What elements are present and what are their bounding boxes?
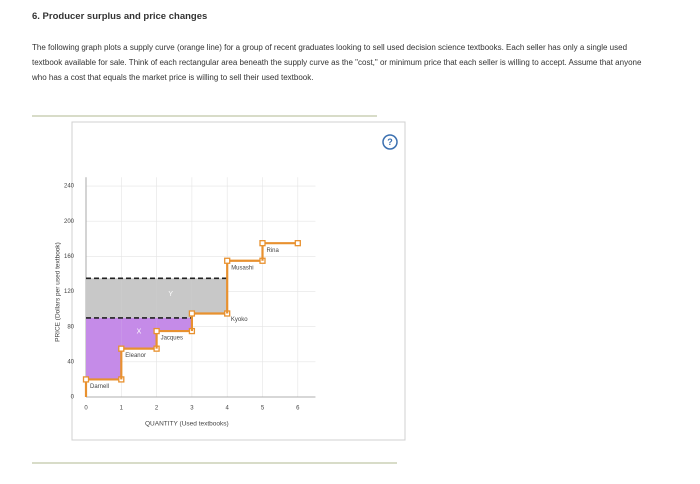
y-tick-label: 120 <box>64 289 75 295</box>
x-axis-label: QUANTITY (Used textbooks) <box>145 421 229 428</box>
help-text[interactable]: ? <box>387 137 393 147</box>
area-label: Y <box>168 291 173 298</box>
area-x <box>86 317 122 380</box>
step-point <box>294 240 301 247</box>
y-tick-label: 40 <box>67 359 74 365</box>
seller-label: Rina <box>267 248 280 254</box>
area-y <box>191 278 228 314</box>
area-x <box>121 317 157 349</box>
area-y <box>121 278 157 318</box>
y-tick-label: 0 <box>71 395 75 401</box>
x-tick-label: 1 <box>120 406 124 412</box>
x-tick-label: 5 <box>261 406 265 412</box>
area-y <box>156 278 192 318</box>
separator <box>32 115 377 117</box>
y-axis-label: PRICE (Dollars per used textbook) <box>55 242 62 342</box>
step-point <box>224 257 231 264</box>
seller-label: Kyoko <box>231 317 248 323</box>
step-point <box>118 345 125 352</box>
step-point <box>188 310 196 317</box>
area-x <box>156 317 192 332</box>
x-tick-label: 2 <box>155 406 159 412</box>
y-tick-label: 80 <box>67 324 74 330</box>
seller-label: Musashi <box>231 265 253 271</box>
chart-panel <box>71 121 406 441</box>
area-y <box>86 278 122 318</box>
seller-label: Jacques <box>161 336 183 342</box>
area-label: X <box>137 329 142 336</box>
x-tick-label: 3 <box>190 406 194 412</box>
help-button[interactable] <box>382 134 398 150</box>
x-tick-label: 0 <box>84 406 88 412</box>
separator <box>32 462 397 464</box>
step-point <box>153 327 160 335</box>
x-tick-label: 4 <box>226 406 230 412</box>
x-tick-label: 6 <box>296 406 300 412</box>
instructions: The following graph plots a supply curve… <box>32 43 642 82</box>
y-tick-label: 160 <box>64 254 75 260</box>
title: 6. Producer surplus and price changes <box>32 11 208 22</box>
step-point <box>259 240 266 247</box>
y-tick-label: 240 <box>64 184 75 190</box>
seller-label: Eleanor <box>125 353 146 359</box>
y-tick-label: 200 <box>64 219 75 225</box>
seller-label: Darnell <box>90 384 109 390</box>
step-point <box>82 376 90 383</box>
